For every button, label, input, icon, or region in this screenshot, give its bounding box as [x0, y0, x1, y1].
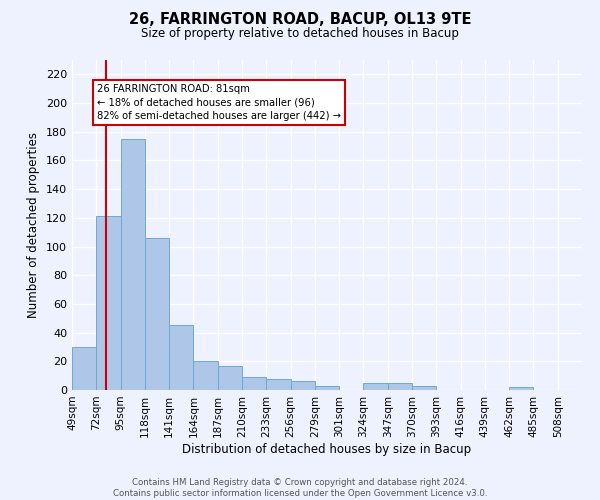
- X-axis label: Distribution of detached houses by size in Bacup: Distribution of detached houses by size …: [182, 442, 472, 456]
- Bar: [96, 216, 121, 390]
- Bar: [266, 378, 290, 390]
- Y-axis label: Number of detached properties: Number of detached properties: [28, 132, 40, 318]
- Bar: [364, 383, 388, 390]
- Bar: [121, 139, 145, 390]
- Text: Size of property relative to detached houses in Bacup: Size of property relative to detached ho…: [141, 28, 459, 40]
- Bar: [218, 366, 242, 390]
- Bar: [315, 386, 339, 390]
- Bar: [242, 377, 266, 390]
- Bar: [193, 362, 218, 390]
- Bar: [388, 383, 412, 390]
- Bar: [290, 382, 315, 390]
- Text: 26 FARRINGTON ROAD: 81sqm
← 18% of detached houses are smaller (96)
82% of semi-: 26 FARRINGTON ROAD: 81sqm ← 18% of detac…: [97, 84, 341, 121]
- Bar: [412, 386, 436, 390]
- Bar: [72, 347, 96, 390]
- Bar: [509, 387, 533, 390]
- Bar: [169, 326, 193, 390]
- Bar: [145, 238, 169, 390]
- Text: 26, FARRINGTON ROAD, BACUP, OL13 9TE: 26, FARRINGTON ROAD, BACUP, OL13 9TE: [129, 12, 471, 28]
- Text: Contains HM Land Registry data © Crown copyright and database right 2024.
Contai: Contains HM Land Registry data © Crown c…: [113, 478, 487, 498]
